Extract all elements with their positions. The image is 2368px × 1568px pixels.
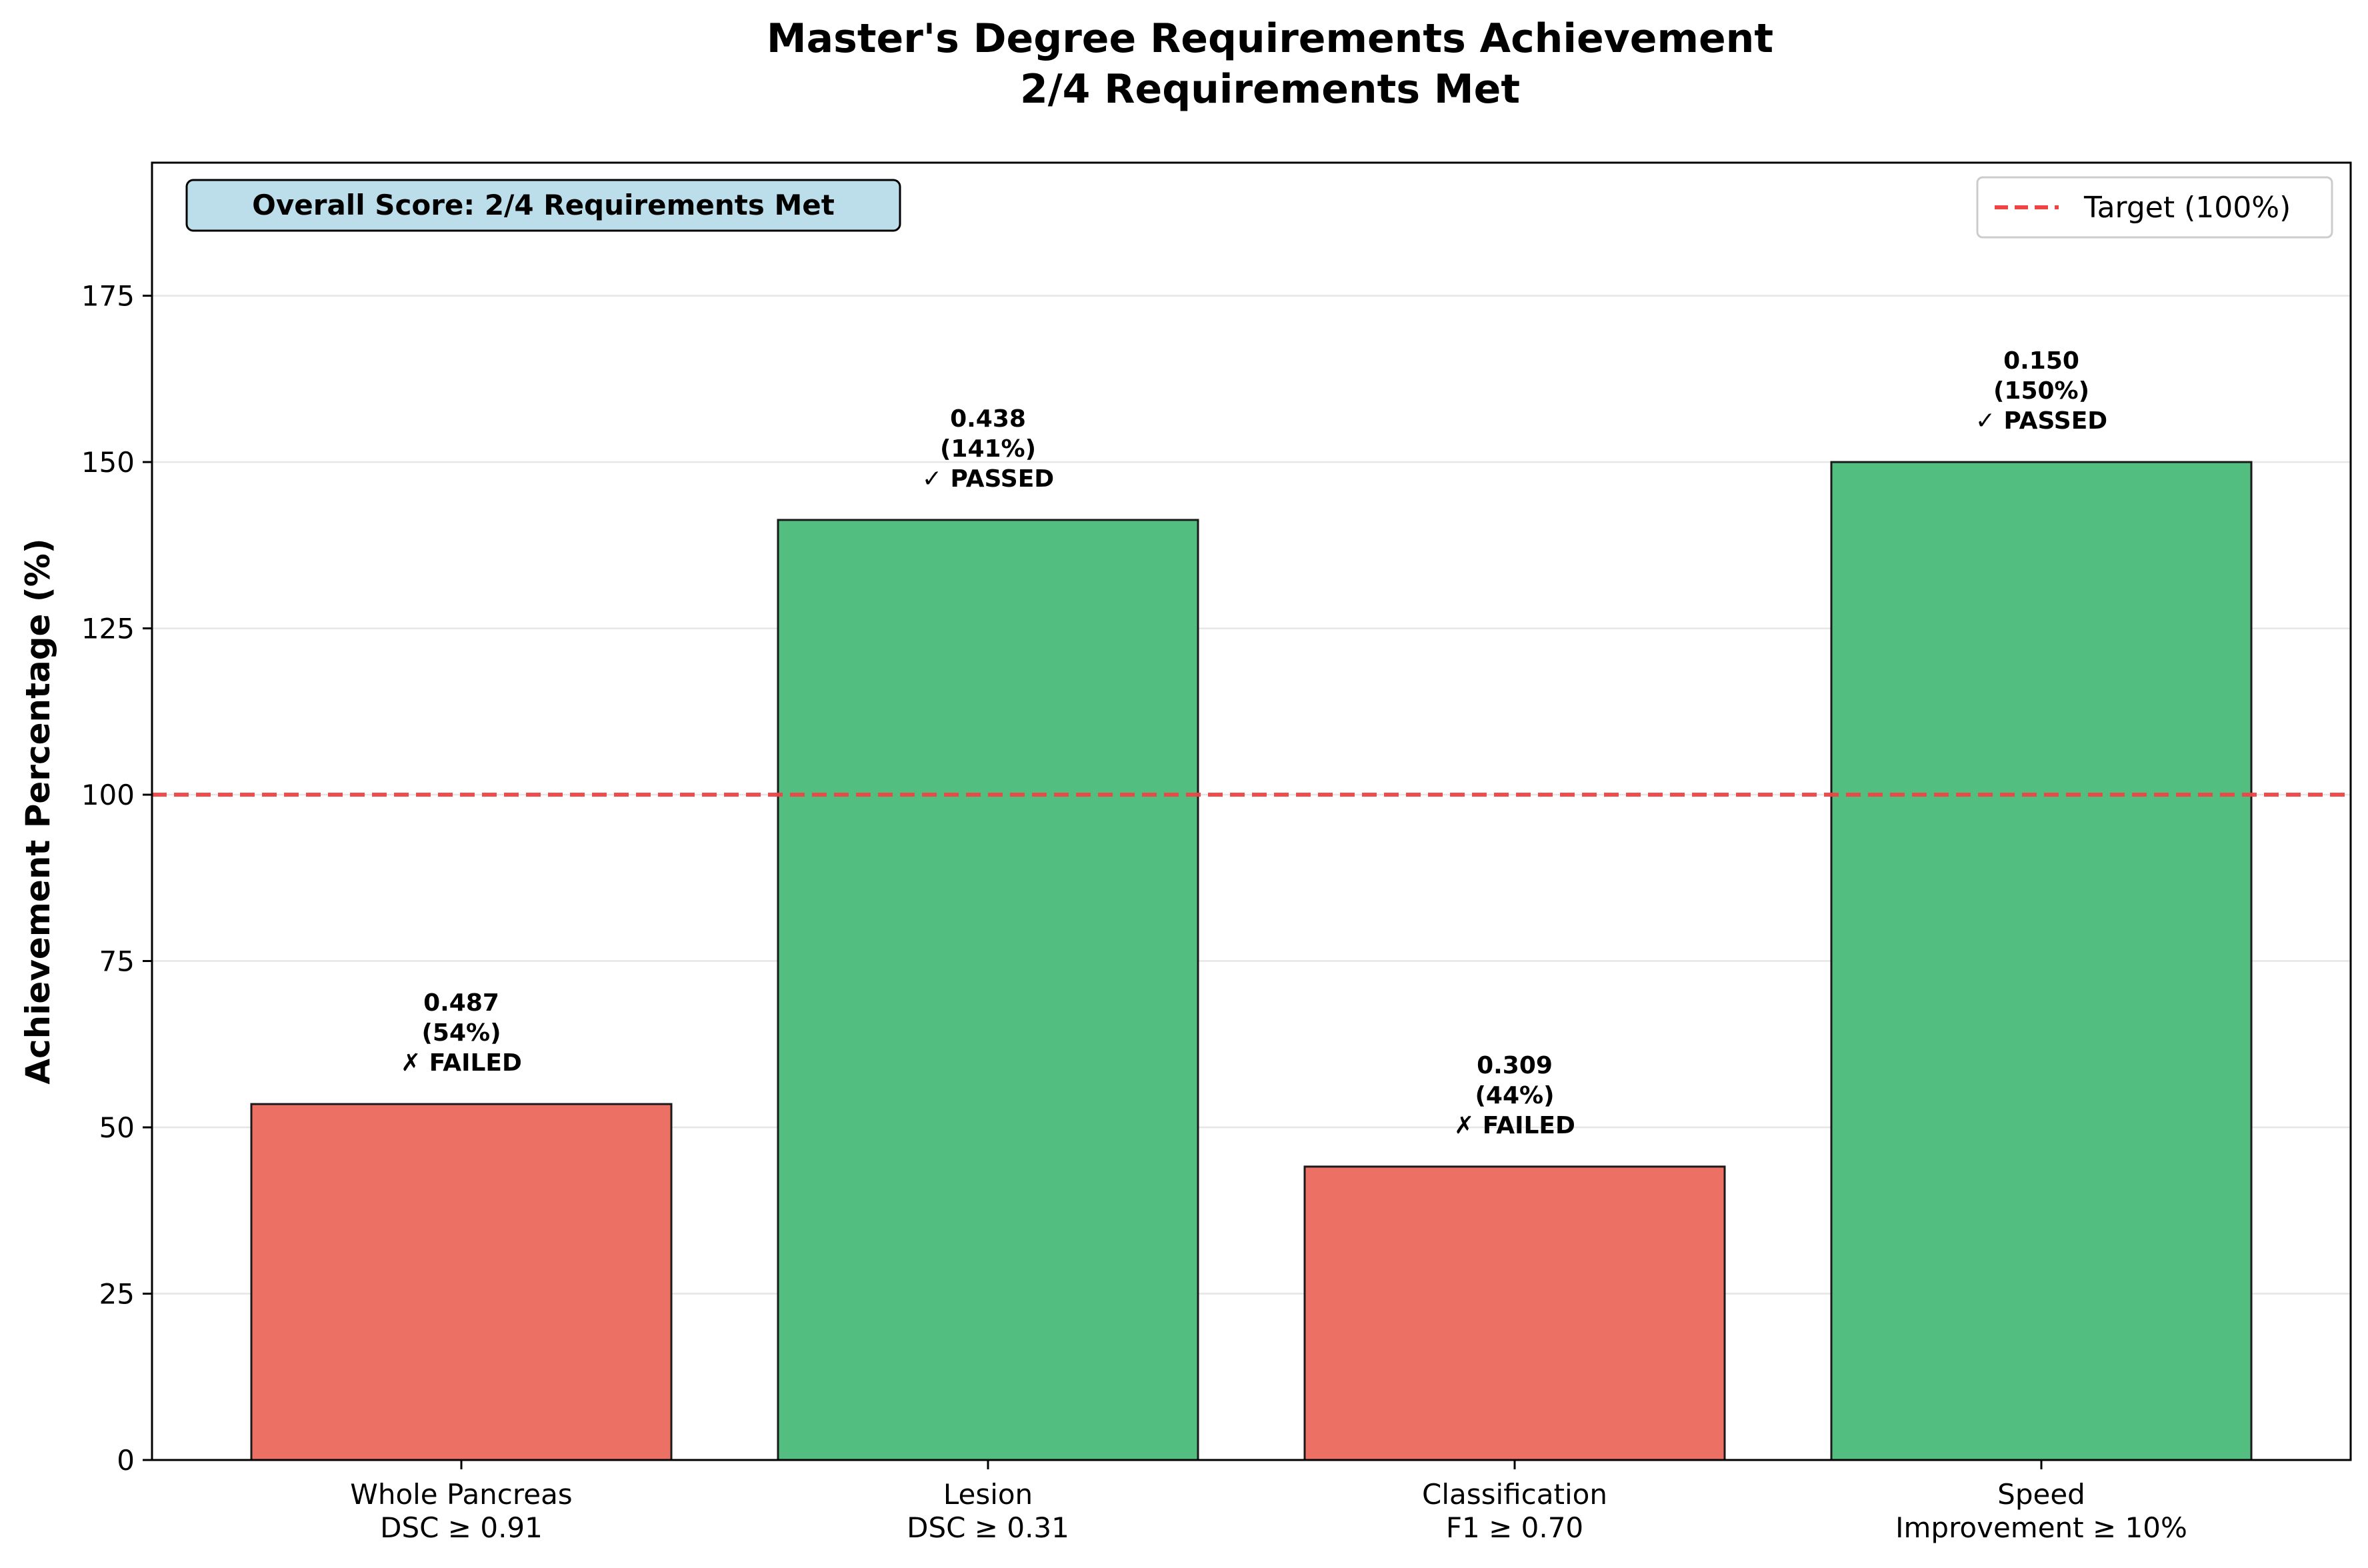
- bar-2: [777, 519, 1199, 1461]
- x-tick-label-3-line-2: F1 ≥ 0.70: [1446, 1511, 1583, 1544]
- y-tick-label-25: 25: [99, 1278, 135, 1311]
- y-tick-label-125: 125: [81, 613, 135, 645]
- y-axis-label: Achievement Percentage (%): [19, 538, 57, 1084]
- bar-3: [1303, 1165, 1726, 1461]
- bar-4-label-line-2: (150%): [1993, 377, 2089, 405]
- score-box-text: Overall Score: 2/4 Requirements Met: [252, 189, 835, 221]
- bar-4-label-line-1: 0.150: [2003, 347, 2079, 375]
- score-box-background: [185, 179, 901, 232]
- y-axis: 0 25 50 75 100 125 150 175: [81, 280, 152, 1477]
- bar-4-label-line-3: ✓ PASSED: [1975, 407, 2107, 435]
- bar-1-label-line-3: ✗ FAILED: [401, 1049, 522, 1077]
- y-tick-label-175: 175: [81, 280, 135, 313]
- x-tick-label-3-line-1: Classification: [1422, 1478, 1607, 1511]
- y-tick-label-0: 0: [117, 1444, 135, 1477]
- bars: [250, 461, 2253, 1461]
- legend: Target (100%): [1976, 176, 2333, 239]
- bar-3-label-line-3: ✗ FAILED: [1454, 1112, 1575, 1139]
- chart-subtitle: 2/4 Requirements Met: [1020, 66, 1520, 113]
- overall-score-box: Overall Score: 2/4 Requirements Met: [185, 179, 901, 232]
- legend-frame: [1976, 176, 2333, 239]
- y-tick-label-75: 75: [99, 945, 135, 978]
- bar-2-label-line-2: (141%): [940, 435, 1036, 463]
- x-tick-label-4-line-2: Improvement ≥ 10%: [1895, 1511, 2187, 1544]
- x-tick-label-1-line-1: Whole Pancreas: [350, 1478, 572, 1511]
- bar-2-label-line-1: 0.438: [950, 405, 1026, 433]
- x-tick-label-1-line-2: DSC ≥ 0.91: [380, 1511, 543, 1544]
- x-tick-label-2-line-1: Lesion: [943, 1478, 1033, 1511]
- bar-1: [250, 1103, 673, 1461]
- x-tick-label-4-line-1: Speed: [1997, 1478, 2085, 1511]
- bar-3-label-line-1: 0.309: [1477, 1052, 1553, 1079]
- bar-2-label-line-3: ✓ PASSED: [922, 465, 1054, 493]
- plot-frame: [151, 161, 2352, 1461]
- bar-1-label-line-2: (54%): [421, 1019, 501, 1047]
- bar-3-label-line-2: (44%): [1475, 1082, 1554, 1109]
- bar-4: [1830, 461, 2253, 1461]
- x-tick-label-2-line-2: DSC ≥ 0.31: [907, 1511, 1069, 1544]
- bar-1-label-line-1: 0.487: [423, 989, 499, 1017]
- y-tick-label-150: 150: [81, 446, 135, 479]
- chart-title: Master's Degree Requirements Achievement: [767, 15, 1773, 62]
- y-tick-label-50: 50: [99, 1111, 135, 1144]
- legend-target-label: Target (100%): [2083, 191, 2291, 225]
- y-tick-label-100: 100: [81, 779, 135, 811]
